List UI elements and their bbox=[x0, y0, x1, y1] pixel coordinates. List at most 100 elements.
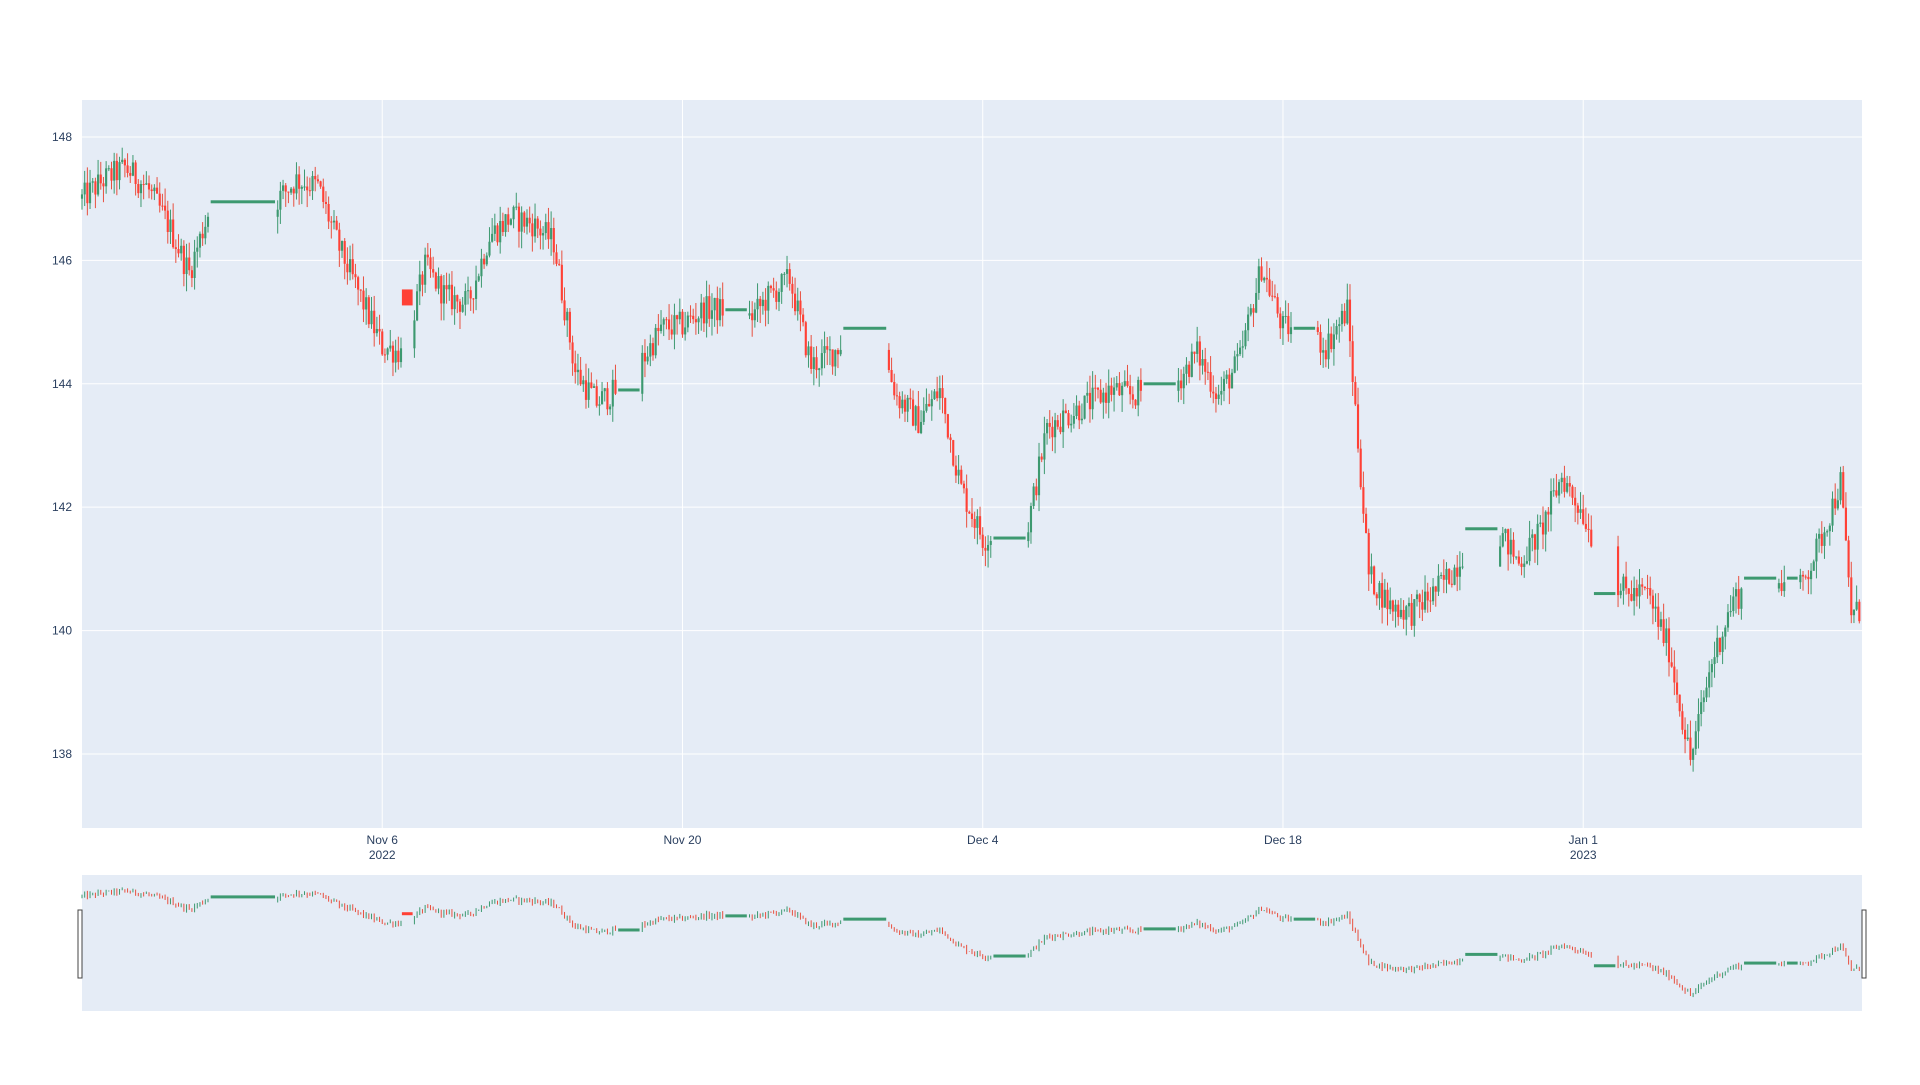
candle-body bbox=[662, 319, 665, 325]
candle-body bbox=[705, 296, 708, 324]
candle-body bbox=[914, 406, 917, 426]
candle-body bbox=[928, 403, 931, 407]
candle-body bbox=[1842, 472, 1845, 508]
x-tick-year-label: 2022 bbox=[369, 848, 396, 862]
candle-body bbox=[694, 319, 697, 323]
candle-body bbox=[1324, 350, 1327, 360]
candle-body bbox=[713, 297, 716, 311]
candle-body bbox=[1276, 297, 1279, 314]
candle-body bbox=[1241, 346, 1244, 348]
candle-body bbox=[107, 168, 110, 170]
candle-body bbox=[1220, 390, 1223, 395]
candle-body bbox=[1442, 575, 1445, 580]
candle-body bbox=[1590, 529, 1593, 547]
candle-body bbox=[523, 212, 526, 227]
candle-body bbox=[1834, 498, 1837, 509]
candle-body bbox=[1180, 380, 1183, 389]
candle-body bbox=[1662, 619, 1665, 643]
candle-body bbox=[1048, 422, 1051, 427]
candle-body bbox=[1844, 507, 1847, 541]
candle-body bbox=[1450, 583, 1453, 585]
candle-body bbox=[1268, 279, 1271, 296]
candle-body bbox=[1823, 532, 1826, 546]
candle-body bbox=[957, 469, 960, 476]
candle-body bbox=[1684, 729, 1687, 740]
candle-body bbox=[668, 319, 671, 330]
candle-body bbox=[1828, 525, 1831, 532]
candle-body bbox=[689, 315, 692, 317]
candle-body bbox=[1402, 609, 1405, 620]
candle-body bbox=[571, 342, 574, 364]
candle-body bbox=[485, 255, 488, 265]
candle-body bbox=[1807, 576, 1810, 580]
candle-body bbox=[1139, 379, 1142, 391]
candle-body bbox=[1230, 372, 1234, 389]
candle-body bbox=[126, 165, 129, 173]
candle-body bbox=[1088, 392, 1092, 410]
candle-body bbox=[665, 319, 668, 321]
candle-body bbox=[91, 181, 94, 183]
candle-body bbox=[1059, 426, 1062, 433]
candle-body bbox=[335, 220, 338, 230]
candle-body bbox=[933, 391, 936, 400]
candle-body bbox=[1249, 308, 1252, 315]
candle-body bbox=[1359, 448, 1362, 488]
candle-body bbox=[651, 343, 655, 356]
candle-body bbox=[1182, 373, 1185, 389]
candle-body bbox=[807, 346, 810, 356]
flat-segment bbox=[1744, 576, 1777, 580]
candle-body bbox=[303, 186, 306, 188]
candle-body bbox=[1515, 556, 1518, 558]
candle-body bbox=[584, 380, 588, 400]
candle-body bbox=[308, 190, 311, 192]
candle-body bbox=[279, 190, 282, 210]
candle-body bbox=[134, 162, 137, 185]
candle-body bbox=[550, 228, 553, 240]
candle-body bbox=[1818, 533, 1821, 539]
candle-body bbox=[453, 295, 456, 310]
candle-body bbox=[1257, 266, 1260, 293]
candle-body bbox=[464, 291, 467, 305]
candle-body bbox=[673, 315, 676, 335]
candle-body bbox=[166, 210, 169, 232]
candle-body bbox=[139, 184, 143, 194]
candle-body bbox=[1204, 359, 1207, 372]
candle-body bbox=[1214, 393, 1218, 399]
candle-body bbox=[751, 313, 754, 321]
candle-body bbox=[196, 247, 199, 252]
candle-body bbox=[598, 404, 601, 406]
candle-body bbox=[177, 249, 180, 254]
candle-body bbox=[657, 327, 660, 332]
candle-body bbox=[716, 297, 719, 321]
candle-body bbox=[391, 345, 395, 363]
candle-body bbox=[118, 162, 121, 181]
candle-body bbox=[466, 290, 470, 292]
candle-body bbox=[145, 183, 148, 185]
candle-body bbox=[555, 252, 558, 264]
candle-body bbox=[1099, 389, 1102, 403]
candle-body bbox=[1716, 637, 1719, 658]
candle-body bbox=[1134, 399, 1137, 406]
candle-body bbox=[606, 388, 609, 410]
candle-body bbox=[976, 516, 979, 528]
candle-body bbox=[488, 241, 491, 256]
flat-segment bbox=[1143, 382, 1176, 386]
mini-flat-segment bbox=[210, 895, 276, 899]
candle-body bbox=[1630, 593, 1633, 601]
candle-body bbox=[1777, 583, 1780, 589]
rangeslider-handle-left[interactable] bbox=[77, 909, 83, 979]
candle-body bbox=[456, 295, 459, 302]
candle-body bbox=[590, 382, 593, 388]
mini-flat-segment bbox=[725, 914, 747, 918]
rangeslider-handle-right[interactable] bbox=[1861, 909, 1867, 979]
candle-body bbox=[1571, 486, 1574, 498]
candle-body bbox=[1075, 405, 1078, 417]
candle-body bbox=[1525, 561, 1528, 564]
candle-body bbox=[1587, 528, 1590, 530]
candle-body bbox=[432, 269, 435, 273]
y-tick-label: 148 bbox=[52, 130, 72, 144]
candle-body bbox=[386, 348, 389, 355]
candle-body bbox=[501, 220, 504, 233]
rangeslider-background[interactable] bbox=[82, 875, 1862, 1011]
